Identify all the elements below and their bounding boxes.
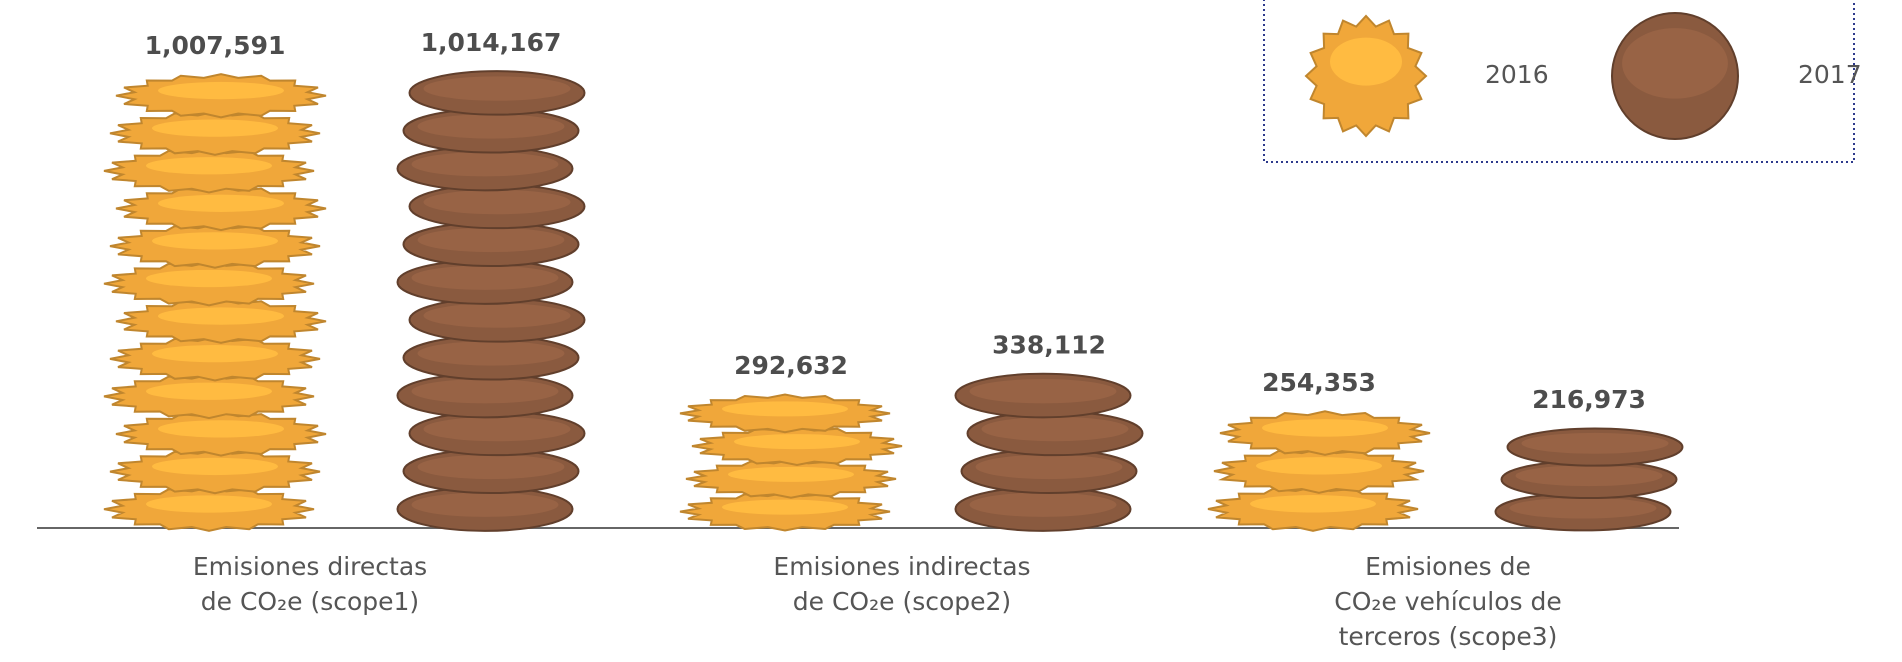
cookie-top xyxy=(1330,38,1402,86)
x-tick-label: Emisiones directas xyxy=(193,552,427,581)
x-tick-label: CO₂e vehículos de xyxy=(1334,587,1562,616)
bar xyxy=(104,74,326,531)
cookie-top xyxy=(152,458,278,475)
cookie-top xyxy=(1622,28,1728,99)
x-tick-label: de CO₂e (scope2) xyxy=(793,587,1011,616)
cookie-top xyxy=(734,434,860,449)
cookie-top xyxy=(418,228,565,252)
value-label: 338,112 xyxy=(992,331,1106,360)
x-tick-label: Emisiones indirectas xyxy=(773,552,1030,581)
cookie-top xyxy=(722,401,848,416)
legend-label: 2017 xyxy=(1798,60,1862,89)
cookie-top xyxy=(158,195,284,212)
cookie-top xyxy=(424,76,571,100)
cookie-top xyxy=(424,190,571,214)
legend-label: 2016 xyxy=(1485,60,1549,89)
cookie-top xyxy=(418,341,565,365)
legend-icon xyxy=(1612,13,1738,139)
cookie-top xyxy=(152,345,278,362)
value-label: 216,973 xyxy=(1532,385,1646,414)
cookie-top xyxy=(976,455,1123,479)
value-label: 1,014,167 xyxy=(421,28,562,57)
value-label: 1,007,591 xyxy=(145,31,286,60)
cookie-top xyxy=(146,383,272,400)
cookie-top xyxy=(158,420,284,437)
cookie-top xyxy=(722,500,848,515)
cookie-top xyxy=(152,232,278,249)
cookie-top xyxy=(1256,457,1382,474)
page: {"chart_data": {"type": "bar", "categori… xyxy=(0,0,1902,662)
cookie-top xyxy=(412,493,559,517)
bar xyxy=(1496,428,1683,530)
value-label: 254,353 xyxy=(1262,368,1376,397)
value-label: 292,632 xyxy=(734,351,848,380)
x-tick-label: terceros (scope3) xyxy=(1339,622,1558,651)
cookie-top xyxy=(418,455,565,479)
bar xyxy=(680,395,902,531)
cookie-top xyxy=(1522,433,1669,454)
bar xyxy=(956,374,1143,531)
x-tick-label: de CO₂e (scope1) xyxy=(201,587,419,616)
cookie-top xyxy=(728,467,854,482)
x-tick-label: Emisiones de xyxy=(1365,552,1531,581)
bar xyxy=(398,71,585,531)
cookie-top xyxy=(146,270,272,287)
cookie-top xyxy=(1516,465,1663,486)
cookie-top xyxy=(412,152,559,176)
cookie-top xyxy=(970,379,1117,403)
cookie-top xyxy=(412,379,559,403)
cookie-top xyxy=(424,417,571,441)
cookie-top xyxy=(158,307,284,324)
cookie-top xyxy=(982,417,1129,441)
cookie-top xyxy=(158,82,284,99)
cookie-top xyxy=(424,303,571,327)
chart: 1,007,591 292,632 254,353 1,014,167 338,112 2… xyxy=(0,0,1902,662)
cookie-top xyxy=(146,495,272,512)
cookie-top xyxy=(1250,495,1376,512)
legend-icon xyxy=(1306,16,1426,136)
cookie-top xyxy=(152,119,278,136)
cookie-top xyxy=(970,493,1117,517)
cookie-top xyxy=(1262,419,1388,436)
cookie-top xyxy=(412,266,559,290)
cookie-top xyxy=(1510,498,1657,519)
cookie-top xyxy=(146,157,272,174)
bar xyxy=(1208,411,1430,531)
cookie-top xyxy=(418,114,565,138)
